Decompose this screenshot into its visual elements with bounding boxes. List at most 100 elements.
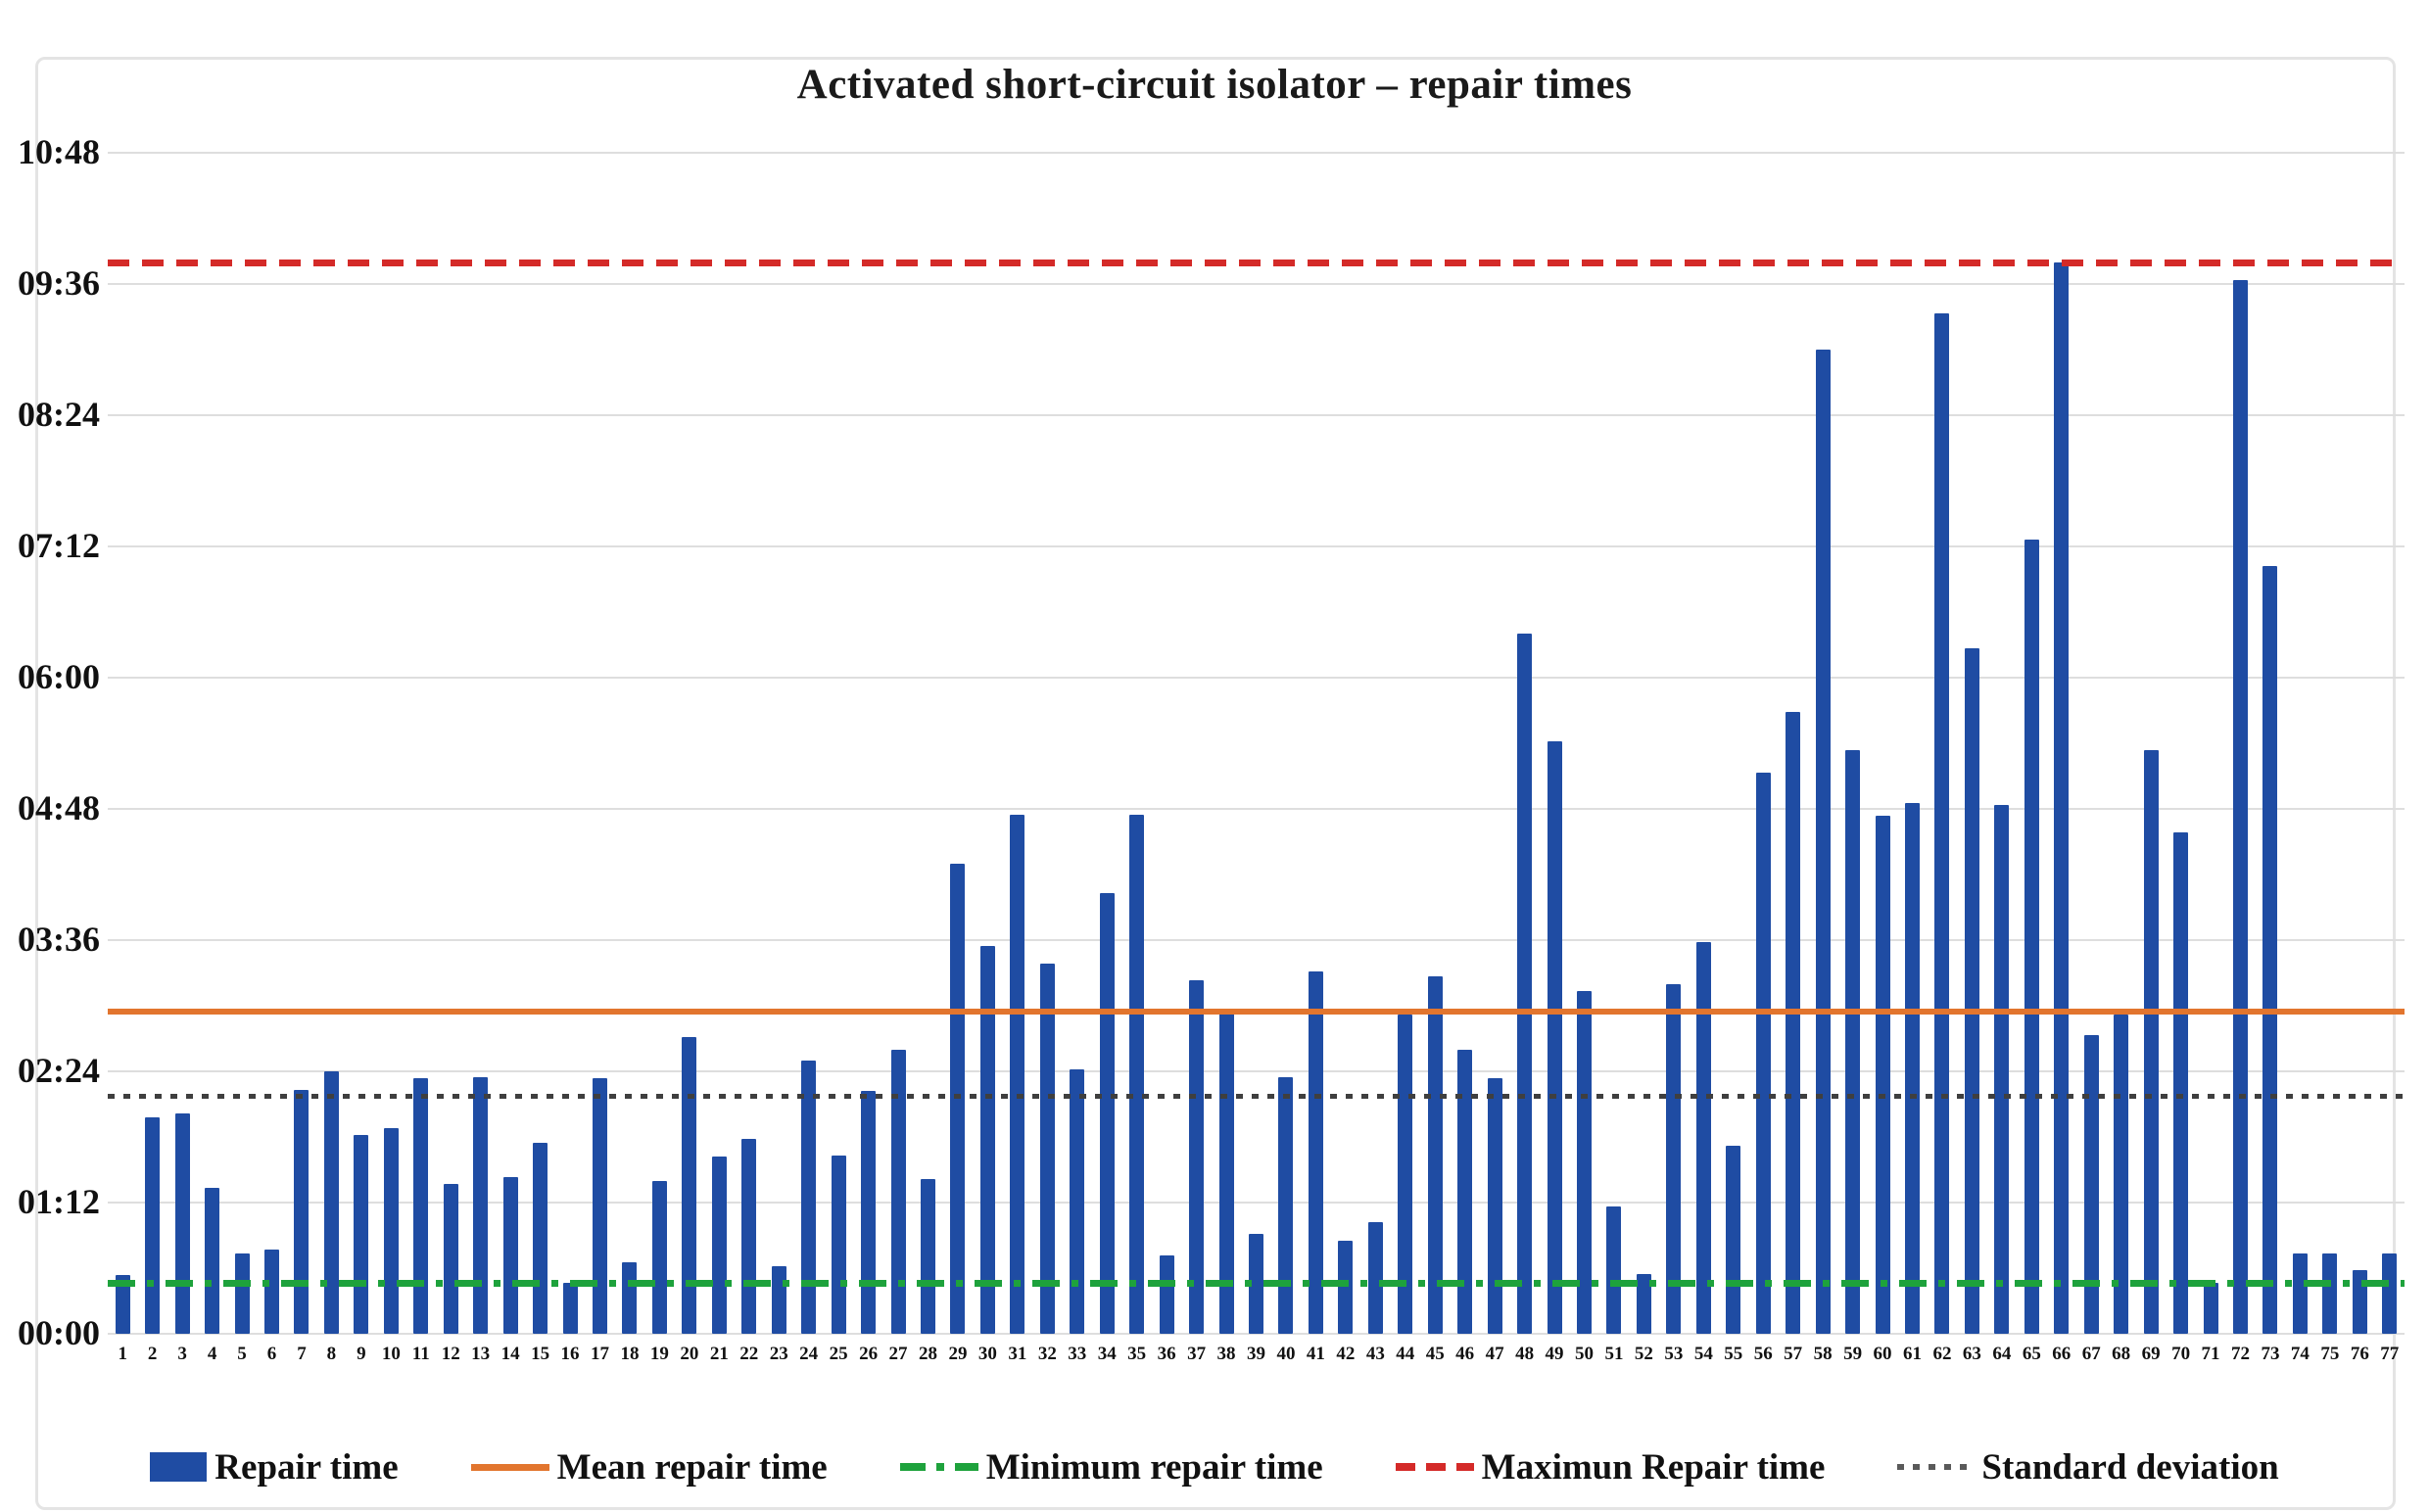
bar-50 xyxy=(1577,991,1592,1334)
x-tick-label-43: 43 xyxy=(1365,1344,1385,1364)
bar-46 xyxy=(1457,1049,1473,1334)
legend-item-mean-repair-time: Mean repair time xyxy=(470,1446,828,1488)
x-tick-label-76: 76 xyxy=(2350,1344,2369,1364)
bar-30 xyxy=(979,945,995,1334)
x-tick-label-58: 58 xyxy=(1813,1344,1833,1364)
x-tick-label-28: 28 xyxy=(919,1344,937,1364)
legend-swatch-bar-icon xyxy=(150,1452,208,1482)
x-tick-label-69: 69 xyxy=(2141,1344,2161,1364)
x-tick-label-25: 25 xyxy=(829,1344,848,1364)
gridline-00:00 xyxy=(108,1333,2405,1335)
gridline-03:36 xyxy=(108,939,2405,941)
bar-25 xyxy=(831,1155,846,1334)
x-tick-label-13: 13 xyxy=(471,1344,491,1364)
bar-47 xyxy=(1487,1078,1502,1334)
bar-66 xyxy=(2054,261,2070,1334)
gridline-06:00 xyxy=(108,677,2405,679)
bar-10 xyxy=(383,1127,399,1334)
x-tick-label-17: 17 xyxy=(591,1344,609,1364)
bar-70 xyxy=(2173,832,2189,1334)
bar-22 xyxy=(741,1138,757,1334)
bar-19 xyxy=(651,1180,667,1334)
legend-label: Mean repair time xyxy=(556,1446,828,1488)
y-tick-label: 01:12 xyxy=(18,1182,100,1221)
x-tick-label-66: 66 xyxy=(2052,1344,2072,1364)
bar-60 xyxy=(1875,816,1890,1334)
bar-34 xyxy=(1099,892,1115,1334)
gridline-10:48 xyxy=(108,152,2405,154)
bar-74 xyxy=(2292,1253,2308,1334)
bar-33 xyxy=(1070,1069,1085,1334)
bar-24 xyxy=(801,1060,817,1334)
x-tick-label-70: 70 xyxy=(2171,1344,2191,1364)
bar-31 xyxy=(1010,814,1025,1334)
x-tick-label-31: 31 xyxy=(1008,1344,1027,1364)
x-tick-label-35: 35 xyxy=(1127,1344,1147,1364)
bar-56 xyxy=(1755,772,1771,1334)
x-tick-label-60: 60 xyxy=(1873,1344,1892,1364)
bar-11 xyxy=(413,1078,429,1334)
legend-item-maximun-repair-time: Maximun Repair time xyxy=(1395,1446,1826,1488)
bar-27 xyxy=(890,1049,906,1334)
x-tick-label-51: 51 xyxy=(1604,1344,1624,1364)
x-tick-label-21: 21 xyxy=(709,1344,729,1364)
bar-57 xyxy=(1786,712,1801,1334)
refline-minimum-repair-time xyxy=(108,1279,2405,1287)
x-tick-label-4: 4 xyxy=(207,1344,217,1364)
bar-55 xyxy=(1726,1146,1741,1334)
x-tick-label-40: 40 xyxy=(1276,1344,1296,1364)
x-tick-label-73: 73 xyxy=(2261,1344,2280,1364)
x-tick-label-38: 38 xyxy=(1216,1344,1236,1364)
bar-38 xyxy=(1218,1011,1234,1334)
legend-swatch-solid-icon xyxy=(470,1463,549,1471)
bar-4 xyxy=(205,1188,220,1334)
x-tick-label-49: 49 xyxy=(1545,1344,1564,1364)
y-tick-label: 06:00 xyxy=(18,657,100,696)
y-tick-label: 04:48 xyxy=(18,788,100,827)
bar-5 xyxy=(234,1253,250,1334)
legend-swatch-dashdot-icon xyxy=(899,1463,978,1471)
bar-73 xyxy=(2262,566,2278,1334)
bar-16 xyxy=(562,1282,578,1334)
bar-67 xyxy=(2083,1034,2099,1334)
x-tick-label-67: 67 xyxy=(2081,1344,2101,1364)
bar-26 xyxy=(861,1091,877,1334)
x-tick-label-20: 20 xyxy=(680,1344,699,1364)
chart-title: Activated short-circuit isolator – repai… xyxy=(796,62,1633,108)
y-tick-label: 10:48 xyxy=(18,132,100,171)
x-tick-label-55: 55 xyxy=(1724,1344,1743,1364)
bar-75 xyxy=(2322,1253,2338,1334)
x-tick-label-32: 32 xyxy=(1037,1344,1057,1364)
bar-9 xyxy=(354,1135,369,1334)
x-tick-label-71: 71 xyxy=(2201,1344,2220,1364)
x-tick-label-68: 68 xyxy=(2112,1344,2131,1364)
x-tick-label-53: 53 xyxy=(1664,1344,1684,1364)
x-tick-label-29: 29 xyxy=(948,1344,968,1364)
x-tick-label-16: 16 xyxy=(560,1344,580,1364)
bar-37 xyxy=(1189,979,1205,1334)
x-tick-label-24: 24 xyxy=(799,1344,819,1364)
bar-77 xyxy=(2382,1253,2398,1334)
legend-item-repair-time: Repair time xyxy=(150,1446,399,1488)
bar-63 xyxy=(1964,648,1979,1334)
x-tick-label-65: 65 xyxy=(2022,1344,2041,1364)
x-tick-label-48: 48 xyxy=(1515,1344,1535,1364)
x-tick-label-14: 14 xyxy=(500,1344,520,1364)
x-tick-label-45: 45 xyxy=(1425,1344,1445,1364)
plot-area xyxy=(108,152,2405,1335)
bar-45 xyxy=(1427,976,1443,1334)
bar-7 xyxy=(294,1089,310,1334)
x-tick-label-27: 27 xyxy=(888,1344,908,1364)
x-tick-label-26: 26 xyxy=(859,1344,879,1364)
x-tick-label-44: 44 xyxy=(1396,1344,1415,1364)
y-tick-label: 03:36 xyxy=(18,920,100,959)
x-tick-label-41: 41 xyxy=(1306,1344,1325,1364)
bar-61 xyxy=(1905,803,1920,1334)
gridline-09:36 xyxy=(108,283,2405,285)
y-tick-label: 00:00 xyxy=(18,1313,100,1352)
legend-label: Maximun Repair time xyxy=(1481,1446,1826,1488)
x-tick-label-37: 37 xyxy=(1187,1344,1207,1364)
x-tick-label-18: 18 xyxy=(620,1344,640,1364)
bar-1 xyxy=(115,1275,130,1334)
x-tick-label-19: 19 xyxy=(649,1344,669,1364)
